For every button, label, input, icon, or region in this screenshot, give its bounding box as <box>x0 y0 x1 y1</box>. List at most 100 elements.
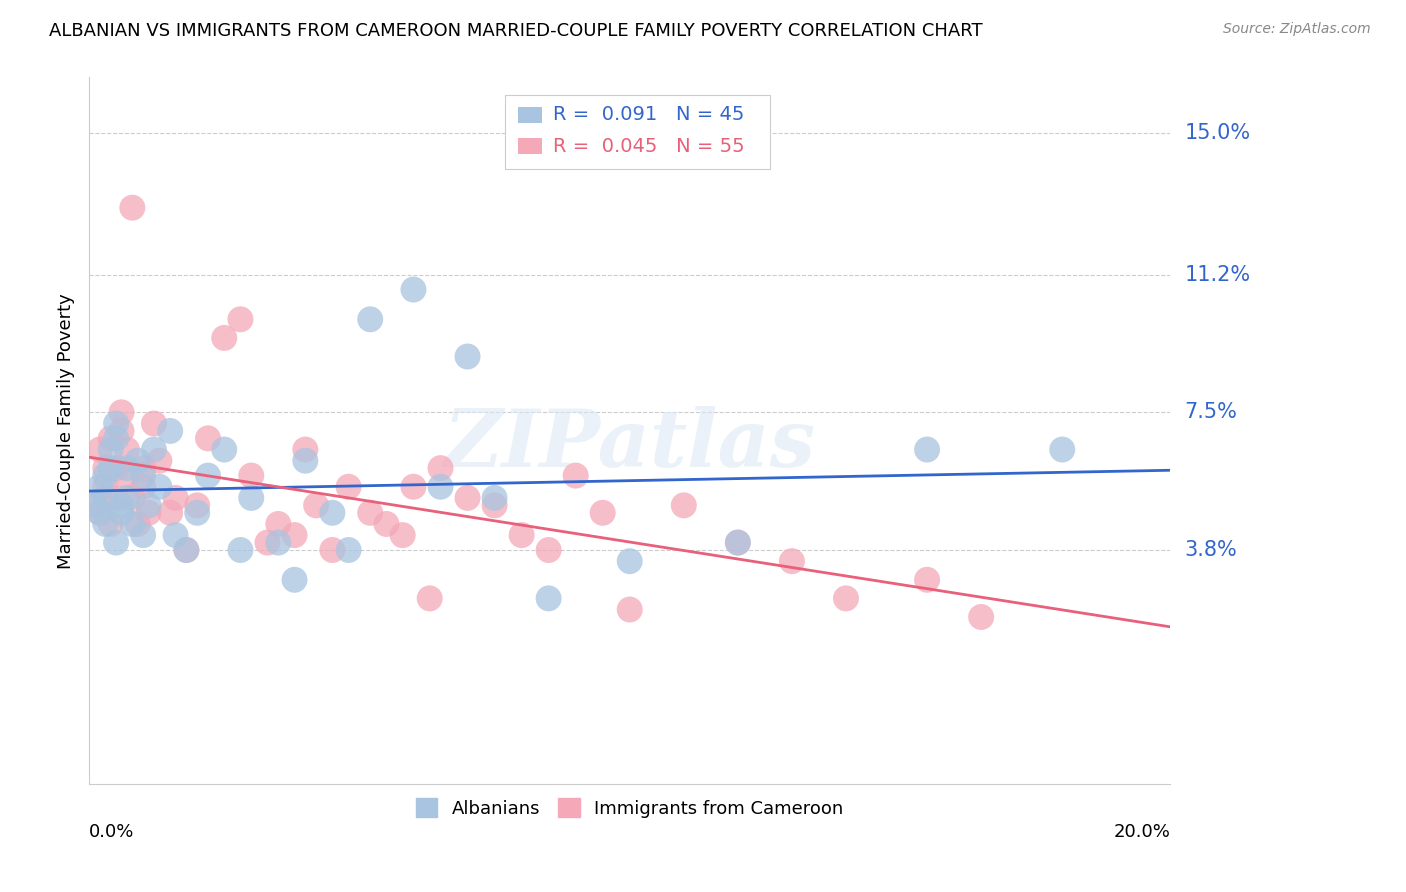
FancyBboxPatch shape <box>519 107 543 123</box>
Point <box>105 491 128 505</box>
Y-axis label: Married-Couple Family Poverty: Married-Couple Family Poverty <box>58 293 75 569</box>
Point <box>359 506 381 520</box>
Text: R =  0.045   N = 55: R = 0.045 N = 55 <box>553 136 745 155</box>
Point <box>402 480 425 494</box>
Point <box>159 506 181 520</box>
Text: 20.0%: 20.0% <box>1114 823 1170 841</box>
Point <box>1052 442 1074 457</box>
Point <box>229 543 252 558</box>
Point <box>915 442 938 457</box>
Point <box>212 331 235 345</box>
Point <box>121 516 143 531</box>
Point <box>457 350 479 364</box>
Point <box>429 480 451 494</box>
Point <box>375 516 398 531</box>
Point <box>138 506 160 520</box>
Point <box>110 424 132 438</box>
Point <box>148 453 170 467</box>
Point <box>142 417 165 431</box>
Point <box>402 283 425 297</box>
Point <box>83 499 105 513</box>
Point <box>510 528 533 542</box>
Point <box>229 312 252 326</box>
Text: 15.0%: 15.0% <box>1184 123 1250 144</box>
Point <box>176 543 198 558</box>
Legend: Albanians, Immigrants from Cameroon: Albanians, Immigrants from Cameroon <box>409 791 851 825</box>
Point <box>83 499 105 513</box>
Point <box>94 516 117 531</box>
Point <box>100 461 122 475</box>
Point <box>283 573 305 587</box>
Point <box>94 491 117 505</box>
Point <box>115 442 138 457</box>
Point <box>727 535 749 549</box>
Point <box>564 468 586 483</box>
Point <box>132 461 155 475</box>
Point <box>94 480 117 494</box>
Point <box>256 535 278 549</box>
Text: 0.0%: 0.0% <box>89 823 135 841</box>
Point <box>484 491 506 505</box>
Point <box>110 405 132 419</box>
Point <box>89 480 111 494</box>
Text: Source: ZipAtlas.com: Source: ZipAtlas.com <box>1223 22 1371 37</box>
Point <box>359 312 381 326</box>
Point <box>127 516 149 531</box>
Point <box>148 480 170 494</box>
Point <box>592 506 614 520</box>
Point <box>159 424 181 438</box>
Point <box>727 535 749 549</box>
Point <box>115 491 138 505</box>
Text: 11.2%: 11.2% <box>1184 265 1250 285</box>
Point <box>132 468 155 483</box>
Point <box>197 431 219 445</box>
Point <box>337 480 360 494</box>
Text: ZIPatlas: ZIPatlas <box>444 407 815 483</box>
FancyBboxPatch shape <box>505 95 770 169</box>
Point <box>915 573 938 587</box>
Point <box>176 543 198 558</box>
Point <box>484 499 506 513</box>
Point <box>100 442 122 457</box>
Point <box>105 431 128 445</box>
Point <box>121 491 143 505</box>
Point <box>457 491 479 505</box>
Text: 3.8%: 3.8% <box>1184 540 1237 560</box>
Point <box>94 461 117 475</box>
Point <box>115 468 138 483</box>
Point <box>391 528 413 542</box>
Point <box>197 468 219 483</box>
Text: R =  0.091   N = 45: R = 0.091 N = 45 <box>553 105 744 124</box>
Point <box>337 543 360 558</box>
Point <box>142 442 165 457</box>
Point <box>429 461 451 475</box>
Point <box>267 516 290 531</box>
Point <box>132 480 155 494</box>
Point <box>186 506 208 520</box>
Point <box>89 506 111 520</box>
Point <box>835 591 858 606</box>
Point <box>267 535 290 549</box>
Point <box>537 591 560 606</box>
Point <box>110 506 132 520</box>
FancyBboxPatch shape <box>519 138 543 153</box>
Point <box>283 528 305 542</box>
Point <box>970 610 993 624</box>
Point <box>105 417 128 431</box>
Point <box>121 201 143 215</box>
Point <box>89 442 111 457</box>
Point <box>294 453 316 467</box>
Text: ALBANIAN VS IMMIGRANTS FROM CAMEROON MARRIED-COUPLE FAMILY POVERTY CORRELATION C: ALBANIAN VS IMMIGRANTS FROM CAMEROON MAR… <box>49 22 983 40</box>
Point <box>132 528 155 542</box>
Point <box>619 602 641 616</box>
Point <box>94 468 117 483</box>
Point <box>240 468 263 483</box>
Point <box>537 543 560 558</box>
Point <box>321 543 343 558</box>
Point <box>127 453 149 467</box>
Point <box>212 442 235 457</box>
Point <box>165 491 187 505</box>
Point <box>419 591 441 606</box>
Point <box>105 535 128 549</box>
Point <box>240 491 263 505</box>
